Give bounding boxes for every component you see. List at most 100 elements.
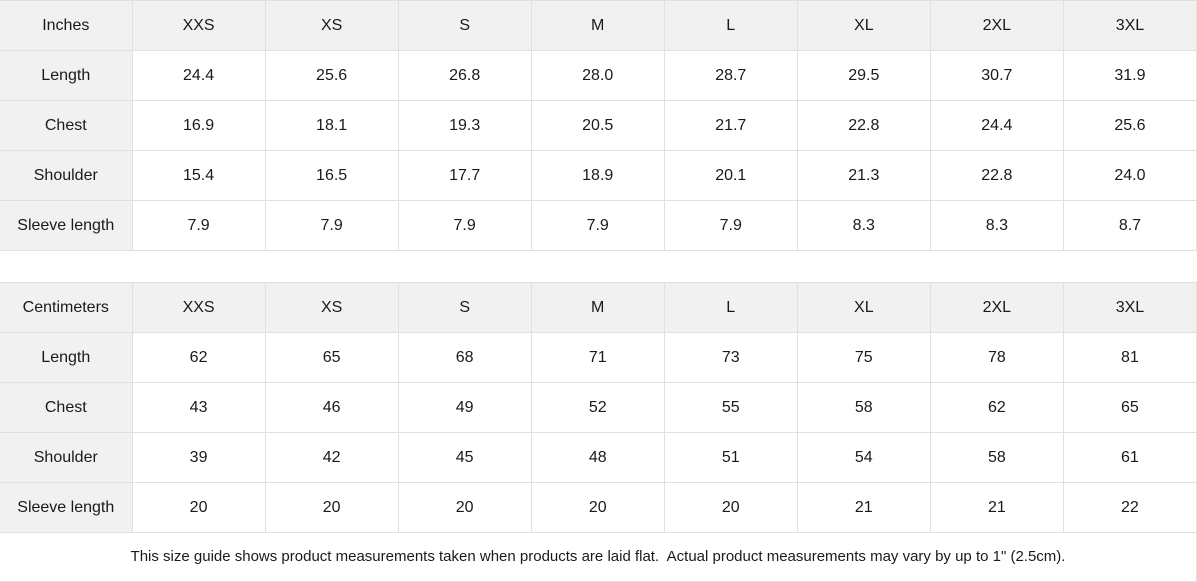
table-header-centimeters: Centimeters XXS XS S M L XL 2XL 3XL — [0, 282, 1197, 333]
cell: 52 — [531, 382, 665, 433]
column-header-xl: XL — [797, 0, 931, 51]
cell: 20 — [664, 482, 798, 533]
cell: 7.9 — [132, 200, 266, 251]
cell: 21.7 — [664, 100, 798, 151]
cell: 20 — [398, 482, 532, 533]
row-label-shoulder: Shoulder — [0, 150, 133, 201]
column-header-m: M — [531, 0, 665, 51]
cell: 26.8 — [398, 50, 532, 101]
cell: 65 — [1063, 382, 1197, 433]
column-header-s: S — [398, 0, 532, 51]
cell: 24.4 — [930, 100, 1064, 151]
column-header-m: M — [531, 282, 665, 333]
cell: 43 — [132, 382, 266, 433]
table-row: Shoulder 15.4 16.5 17.7 18.9 20.1 21.3 2… — [0, 150, 1197, 201]
cell: 22 — [1063, 482, 1197, 533]
table-body-centimeters: Length 62 65 68 71 73 75 78 81 Chest 43 … — [0, 332, 1197, 533]
cell: 25.6 — [1063, 100, 1197, 151]
cell: 7.9 — [398, 200, 532, 251]
cell: 20 — [531, 482, 665, 533]
column-header-2xl: 2XL — [930, 0, 1064, 51]
cell: 8.7 — [1063, 200, 1197, 251]
cell: 49 — [398, 382, 532, 433]
cell: 16.5 — [265, 150, 399, 201]
cell: 29.5 — [797, 50, 931, 101]
cell: 58 — [797, 382, 931, 433]
table-row: Chest 43 46 49 52 55 58 62 65 — [0, 382, 1197, 433]
cell: 65 — [265, 332, 399, 383]
cell: 28.0 — [531, 50, 665, 101]
row-label-chest: Chest — [0, 100, 133, 151]
cell: 68 — [398, 332, 532, 383]
cell: 73 — [664, 332, 798, 383]
cell: 42 — [265, 432, 399, 483]
cell: 19.3 — [398, 100, 532, 151]
table-row: Length 24.4 25.6 26.8 28.0 28.7 29.5 30.… — [0, 50, 1197, 101]
row-label-length: Length — [0, 332, 133, 383]
cell: 20.1 — [664, 150, 798, 201]
cell: 7.9 — [664, 200, 798, 251]
cell: 62 — [930, 382, 1064, 433]
cell: 31.9 — [1063, 50, 1197, 101]
cell: 58 — [930, 432, 1064, 483]
table-row: Length 62 65 68 71 73 75 78 81 — [0, 332, 1197, 383]
cell: 24.4 — [132, 50, 266, 101]
cell: 15.4 — [132, 150, 266, 201]
column-header-xl: XL — [797, 282, 931, 333]
cell: 7.9 — [531, 200, 665, 251]
size-table-inches: Inches XXS XS S M L XL 2XL 3XL Length 24… — [0, 0, 1197, 251]
cell: 21 — [797, 482, 931, 533]
cell: 46 — [265, 382, 399, 433]
note-row: This size guide shows product measuremen… — [0, 533, 1197, 582]
cell: 8.3 — [930, 200, 1064, 251]
column-header-2xl: 2XL — [930, 282, 1064, 333]
cell: 55 — [664, 382, 798, 433]
column-header-xs: XS — [265, 0, 399, 51]
column-header-s: S — [398, 282, 532, 333]
cell: 22.8 — [797, 100, 931, 151]
row-label-sleeve-length: Sleeve length — [0, 200, 133, 251]
row-label-length: Length — [0, 50, 133, 101]
column-header-l: L — [664, 0, 798, 51]
cell: 75 — [797, 332, 931, 383]
cell: 21 — [930, 482, 1064, 533]
cell: 78 — [930, 332, 1064, 383]
cell: 18.1 — [265, 100, 399, 151]
header-row: Centimeters XXS XS S M L XL 2XL 3XL — [0, 282, 1197, 333]
header-row: Inches XXS XS S M L XL 2XL 3XL — [0, 0, 1197, 51]
cell: 81 — [1063, 332, 1197, 383]
table-row: Sleeve length 20 20 20 20 20 21 21 22 — [0, 482, 1197, 533]
cell: 18.9 — [531, 150, 665, 201]
cell: 21.3 — [797, 150, 931, 201]
cell: 20 — [265, 482, 399, 533]
table-row: Shoulder 39 42 45 48 51 54 58 61 — [0, 432, 1197, 483]
cell: 61 — [1063, 432, 1197, 483]
row-label-shoulder: Shoulder — [0, 432, 133, 483]
cell: 62 — [132, 332, 266, 383]
cell: 24.0 — [1063, 150, 1197, 201]
column-header-3xl: 3XL — [1063, 282, 1197, 333]
table-body-inches: Length 24.4 25.6 26.8 28.0 28.7 29.5 30.… — [0, 50, 1197, 251]
cell: 71 — [531, 332, 665, 383]
unit-label-inches: Inches — [0, 0, 133, 51]
cell: 16.9 — [132, 100, 266, 151]
cell: 48 — [531, 432, 665, 483]
column-header-l: L — [664, 282, 798, 333]
cell: 8.3 — [797, 200, 931, 251]
size-table-centimeters: Centimeters XXS XS S M L XL 2XL 3XL Leng… — [0, 282, 1197, 533]
column-header-xxs: XXS — [132, 0, 266, 51]
column-header-xxs: XXS — [132, 282, 266, 333]
cell: 30.7 — [930, 50, 1064, 101]
cell: 20.5 — [531, 100, 665, 151]
column-header-xs: XS — [265, 282, 399, 333]
cell: 54 — [797, 432, 931, 483]
cell: 20 — [132, 482, 266, 533]
cell: 39 — [132, 432, 266, 483]
row-label-sleeve-length: Sleeve length — [0, 482, 133, 533]
row-label-chest: Chest — [0, 382, 133, 433]
size-guide-note: This size guide shows product measuremen… — [0, 533, 1197, 582]
unit-label-centimeters: Centimeters — [0, 282, 133, 333]
column-header-3xl: 3XL — [1063, 0, 1197, 51]
cell: 7.9 — [265, 200, 399, 251]
cell: 25.6 — [265, 50, 399, 101]
